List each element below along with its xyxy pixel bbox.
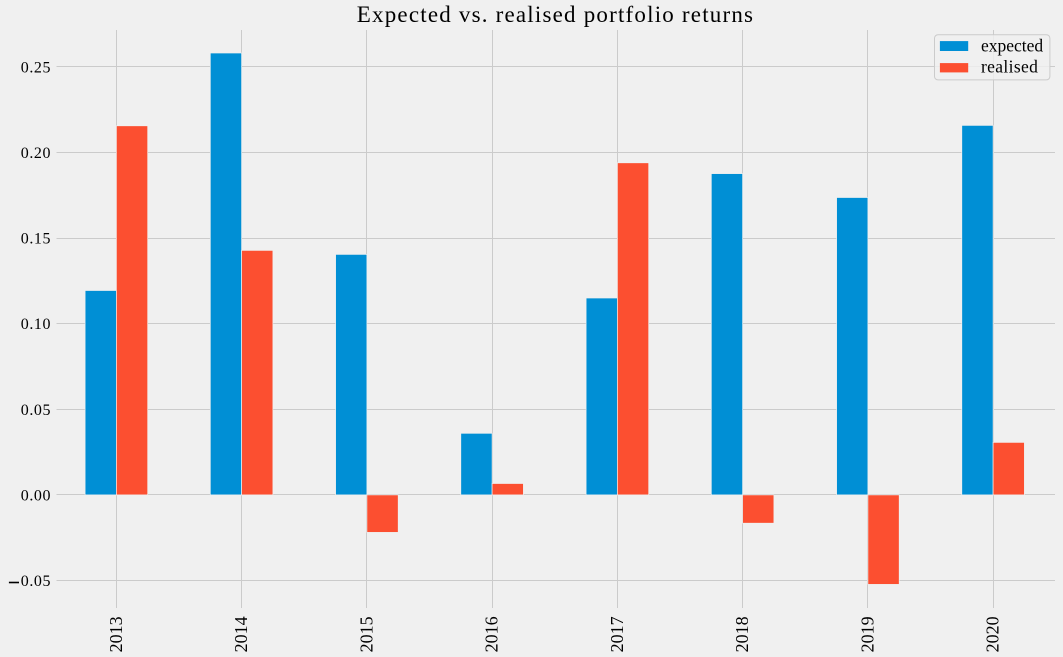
svg-text:2020: 2020 [983, 616, 1003, 652]
svg-text:realised: realised [981, 57, 1038, 77]
svg-text:Expected vs. realised portfoli: Expected vs. realised portfolio returns [357, 2, 754, 27]
svg-text:0.05: 0.05 [21, 573, 51, 590]
svg-text:0.20: 0.20 [21, 145, 51, 162]
svg-text:0.25: 0.25 [21, 59, 51, 76]
svg-text:2017: 2017 [607, 616, 627, 652]
svg-text:2018: 2018 [732, 616, 752, 652]
svg-text:2015: 2015 [357, 616, 377, 652]
svg-text:expected: expected [981, 35, 1043, 55]
svg-text:0.05: 0.05 [21, 402, 51, 419]
svg-text:0.15: 0.15 [21, 231, 51, 248]
svg-text:2019: 2019 [858, 616, 878, 652]
svg-text:2014: 2014 [231, 616, 251, 652]
svg-text:2013: 2013 [106, 616, 126, 652]
svg-text:2016: 2016 [482, 616, 502, 652]
svg-text:0.10: 0.10 [21, 316, 51, 333]
svg-text:0.00: 0.00 [21, 487, 51, 504]
